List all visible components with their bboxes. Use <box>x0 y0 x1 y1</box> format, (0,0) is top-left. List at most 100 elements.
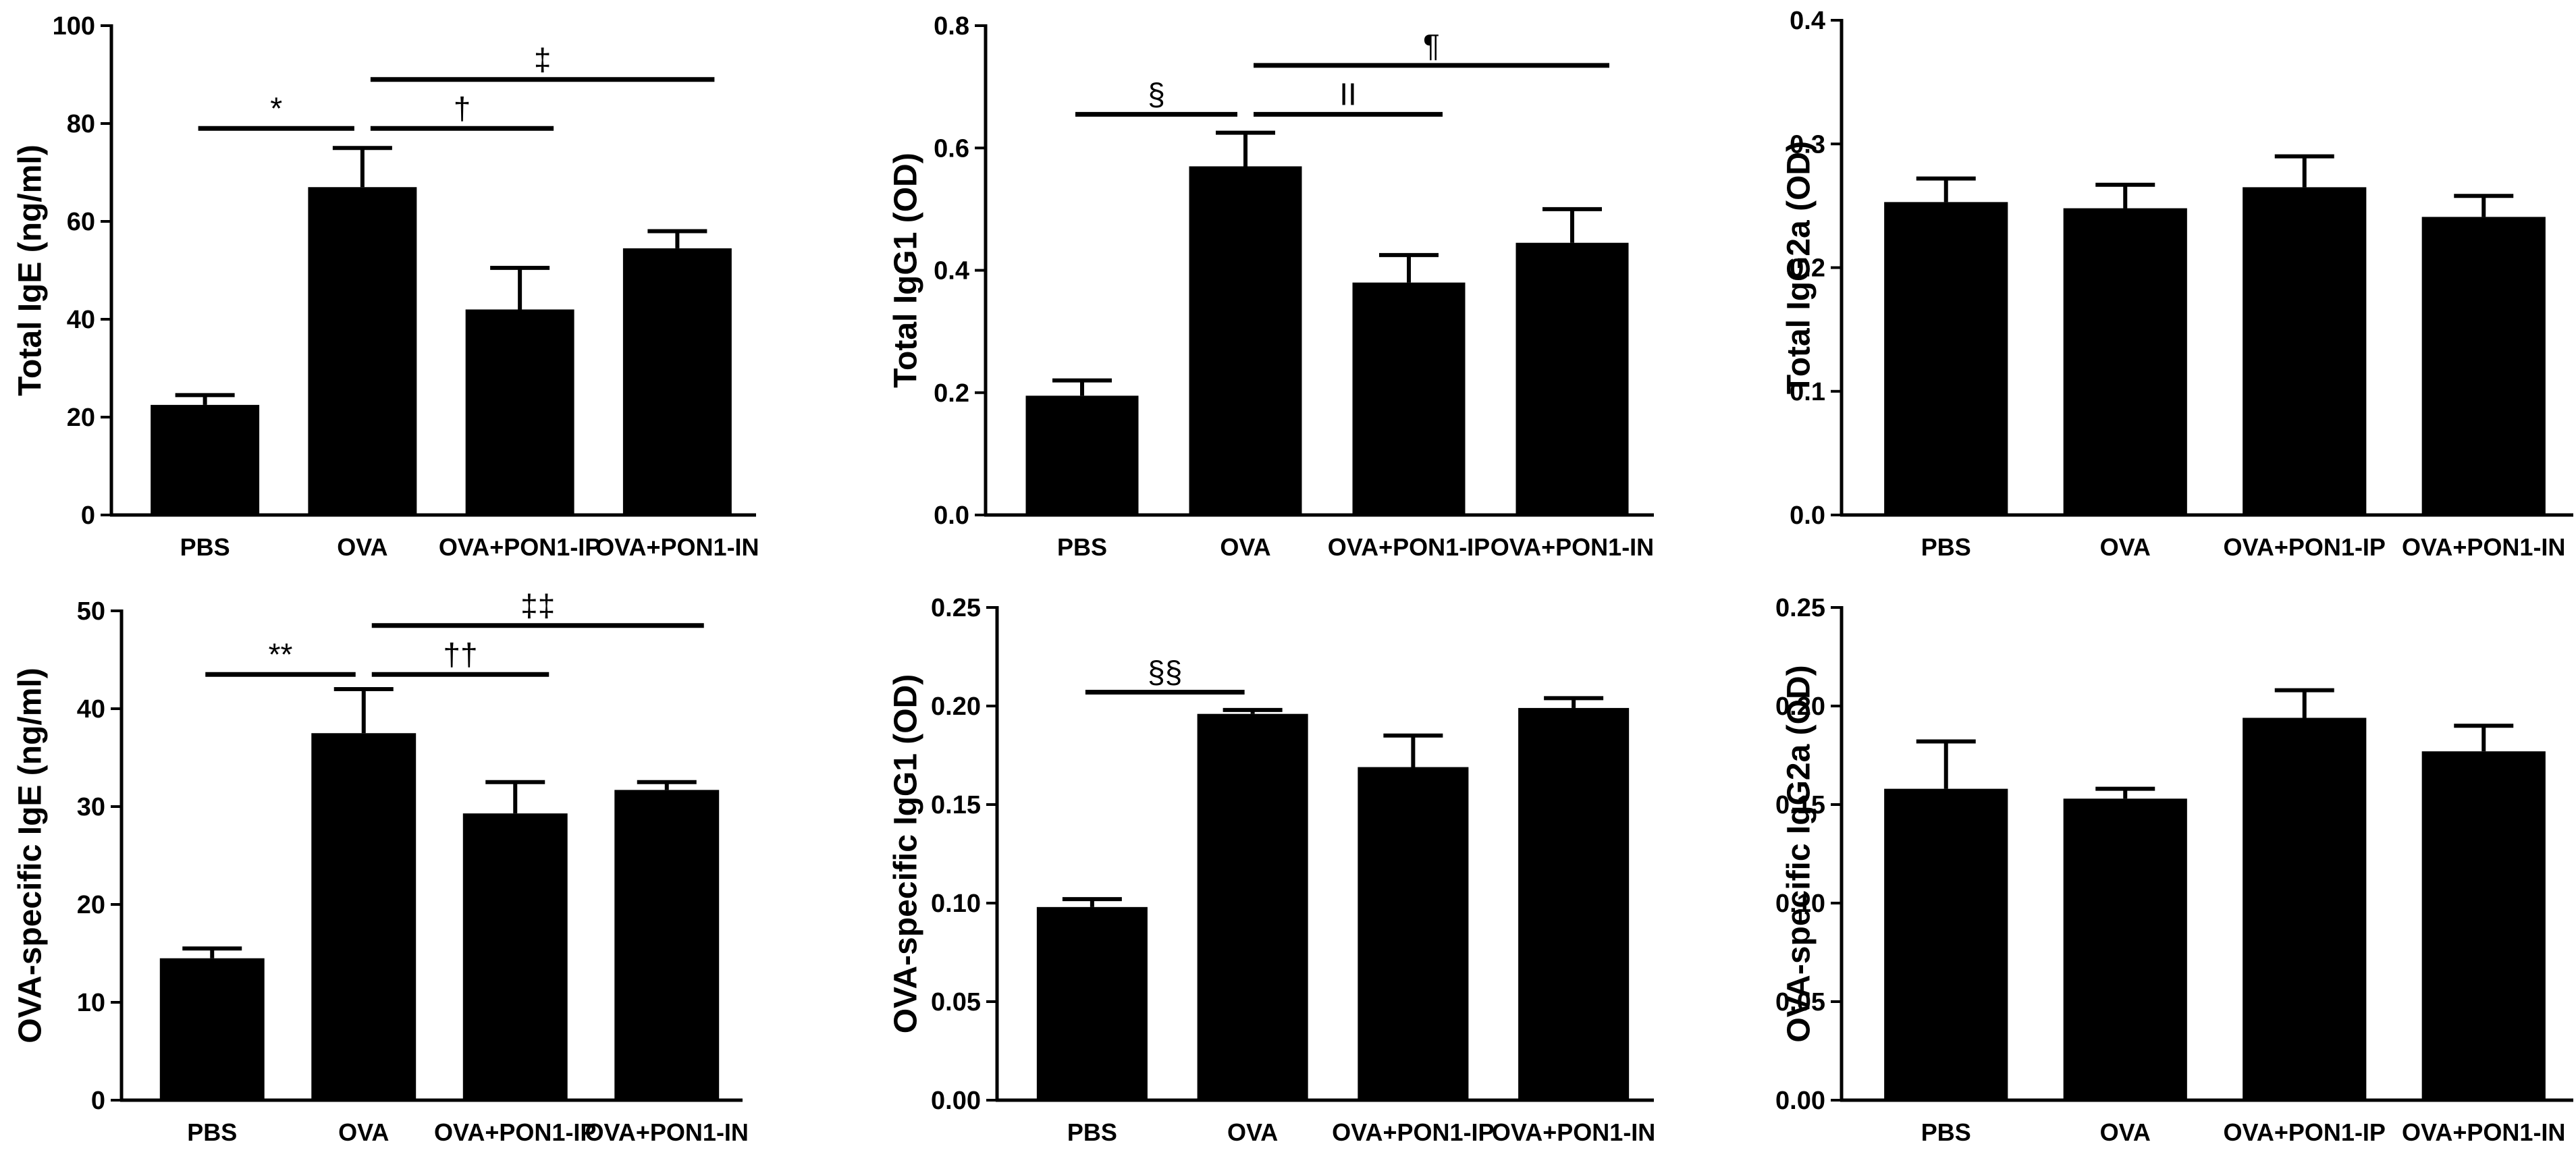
y-tick-label: 0.20 <box>931 693 981 721</box>
y-tick-label: 0.3 <box>1790 130 1825 159</box>
significance-label: ‡‡ <box>520 588 555 623</box>
bar-ova <box>311 733 417 1100</box>
y-axis-title: OVA-specific IgG2a (OD) <box>1781 665 1817 1042</box>
significance-label: † <box>454 90 471 126</box>
y-tick-label: 60 <box>67 208 95 236</box>
bar-ova <box>2063 208 2187 515</box>
bar-pbs <box>1884 202 2008 515</box>
bar-ova-pon1-ip <box>1352 282 1466 515</box>
y-tick-label: 0 <box>81 501 95 530</box>
x-category-label: OVA+PON1-IP <box>439 533 601 561</box>
significance-label: †† <box>443 636 477 672</box>
x-category-label: OVA <box>2100 1118 2151 1146</box>
y-tick-label: 0.6 <box>934 134 969 163</box>
x-category-label: PBS <box>1921 533 1971 561</box>
x-category-label: OVA+PON1-IP <box>1332 1118 1494 1146</box>
y-tick-label: 0.25 <box>931 594 981 622</box>
x-category-label: PBS <box>187 1118 237 1146</box>
x-category-label: OVA+PON1-IP <box>434 1118 596 1146</box>
y-tick-label: 0.25 <box>1775 594 1825 622</box>
bar-ova-pon1-in <box>2421 217 2546 515</box>
y-tick-label: 0.05 <box>1775 988 1825 1016</box>
bar-ova-pon1-ip <box>2243 187 2367 515</box>
bar-ova <box>1197 713 1308 1100</box>
y-tick-label: 0.1 <box>1790 378 1825 406</box>
significance-label: * <box>270 90 282 126</box>
y-tick-label: 10 <box>77 989 105 1017</box>
bar-pbs <box>1884 788 2008 1100</box>
y-tick-label: 0.05 <box>931 988 981 1016</box>
y-axis-title: Total IgG1 (OD) <box>888 153 924 387</box>
x-category-label: OVA+PON1-IN <box>595 533 759 561</box>
x-category-label: OVA+PON1-IN <box>1492 1118 1655 1146</box>
y-tick-label: 0.10 <box>931 890 981 918</box>
bar-ova-pon1-in <box>2421 751 2546 1100</box>
chart-panel-top-middle: 0.0 0.2 0.4 0.6 0.8 Total IgG1 (OD) PBS OVA OVA+… <box>888 12 1655 561</box>
bar-ova <box>308 187 417 515</box>
y-tick-label: 0.0 <box>934 501 969 530</box>
y-axis-title: OVA-specific IgE (ng/ml) <box>13 668 49 1043</box>
y-tick-label: 0.0 <box>1790 501 1825 530</box>
bar-ova-pon1-in <box>1518 707 1630 1100</box>
bar-ova-pon1-in <box>614 790 720 1100</box>
y-tick-label: 0.4 <box>934 257 969 286</box>
x-category-label: OVA+PON1-IP <box>2224 533 2386 561</box>
chart-panel-top-right: 0.0 0.1 0.2 0.3 0.4 Total IgG2a (OD) PBS OVA OVA… <box>1781 7 2573 561</box>
y-tick-label: 0.10 <box>1775 890 1825 918</box>
bar-pbs <box>159 958 265 1100</box>
y-tick-label: 20 <box>77 891 105 919</box>
x-category-label: OVA+PON1-IP <box>1328 533 1490 561</box>
y-tick-label: 0.8 <box>934 12 969 40</box>
bar-ova-pon1-in <box>622 248 732 515</box>
y-tick-label: 0.15 <box>1775 791 1825 819</box>
bar-ova <box>2063 798 2187 1100</box>
x-category-label: OVA <box>337 533 387 561</box>
bar-ova-pon1-ip <box>462 813 568 1100</box>
x-category-label: OVA+PON1-IP <box>2224 1118 2386 1146</box>
bar-ova-pon1-ip <box>2243 717 2367 1100</box>
y-tick-label: 100 <box>53 12 95 40</box>
x-category-label: OVA+PON1-IN <box>1491 533 1654 561</box>
x-category-label: PBS <box>1057 533 1107 561</box>
y-tick-label: 0.2 <box>1790 254 1825 283</box>
significance-label: II <box>1339 76 1357 111</box>
x-category-label: PBS <box>180 533 230 561</box>
x-category-label: OVA+PON1-IN <box>2402 1118 2565 1146</box>
bar-ova-pon1-ip <box>1358 767 1469 1100</box>
significance-label: ‡ <box>534 42 552 77</box>
x-category-label: OVA <box>1227 1118 1278 1146</box>
y-tick-label: 0.20 <box>1775 693 1825 721</box>
x-category-label: PBS <box>1067 1118 1117 1146</box>
y-axis-title: OVA-specific IgG1 (OD) <box>888 674 924 1034</box>
y-tick-label: 0.4 <box>1790 7 1825 35</box>
y-tick-label: 0.2 <box>934 379 969 408</box>
chart-panel-bottom-left: 0 10 20 30 40 50 OVA-specific IgE (ng/ml) PBS OV… <box>13 588 749 1146</box>
y-tick-label: 20 <box>67 404 95 432</box>
chart-panel-top-left: 0 20 40 60 80 100 Total IgE (ng/ml) PBS OVA OVA+P… <box>13 12 759 561</box>
x-category-label: OVA+PON1-IN <box>585 1118 749 1146</box>
x-category-label: OVA+PON1-IN <box>2402 533 2565 561</box>
y-tick-label: 0.00 <box>1775 1087 1825 1115</box>
bar-pbs <box>1025 396 1139 515</box>
x-category-label: OVA <box>2100 533 2151 561</box>
y-tick-label: 30 <box>77 793 105 821</box>
y-tick-label: 40 <box>77 695 105 724</box>
bar-ova-pon1-in <box>1515 242 1629 515</box>
chart-panel-bottom-right: 0.00 0.05 0.10 0.15 0.20 0.25 OVA-specific IgG… <box>1775 594 2573 1146</box>
y-axis-title: Total IgE (ng/ml) <box>13 144 49 396</box>
bar-ova-pon1-ip <box>465 309 574 515</box>
y-tick-label: 0.00 <box>931 1087 981 1115</box>
y-axis-title: Total IgG2a (OD) <box>1781 141 1817 394</box>
significance-label: § <box>1148 76 1165 111</box>
significance-label: ¶ <box>1423 28 1440 63</box>
y-tick-label: 0 <box>91 1087 105 1115</box>
x-category-label: PBS <box>1921 1118 1971 1146</box>
significance-label: §§ <box>1148 655 1182 690</box>
x-category-label: OVA <box>338 1118 389 1146</box>
bar-ova <box>1189 166 1302 515</box>
y-tick-label: 80 <box>67 110 95 138</box>
bar-pbs <box>151 404 260 515</box>
y-tick-label: 0.15 <box>931 791 981 819</box>
